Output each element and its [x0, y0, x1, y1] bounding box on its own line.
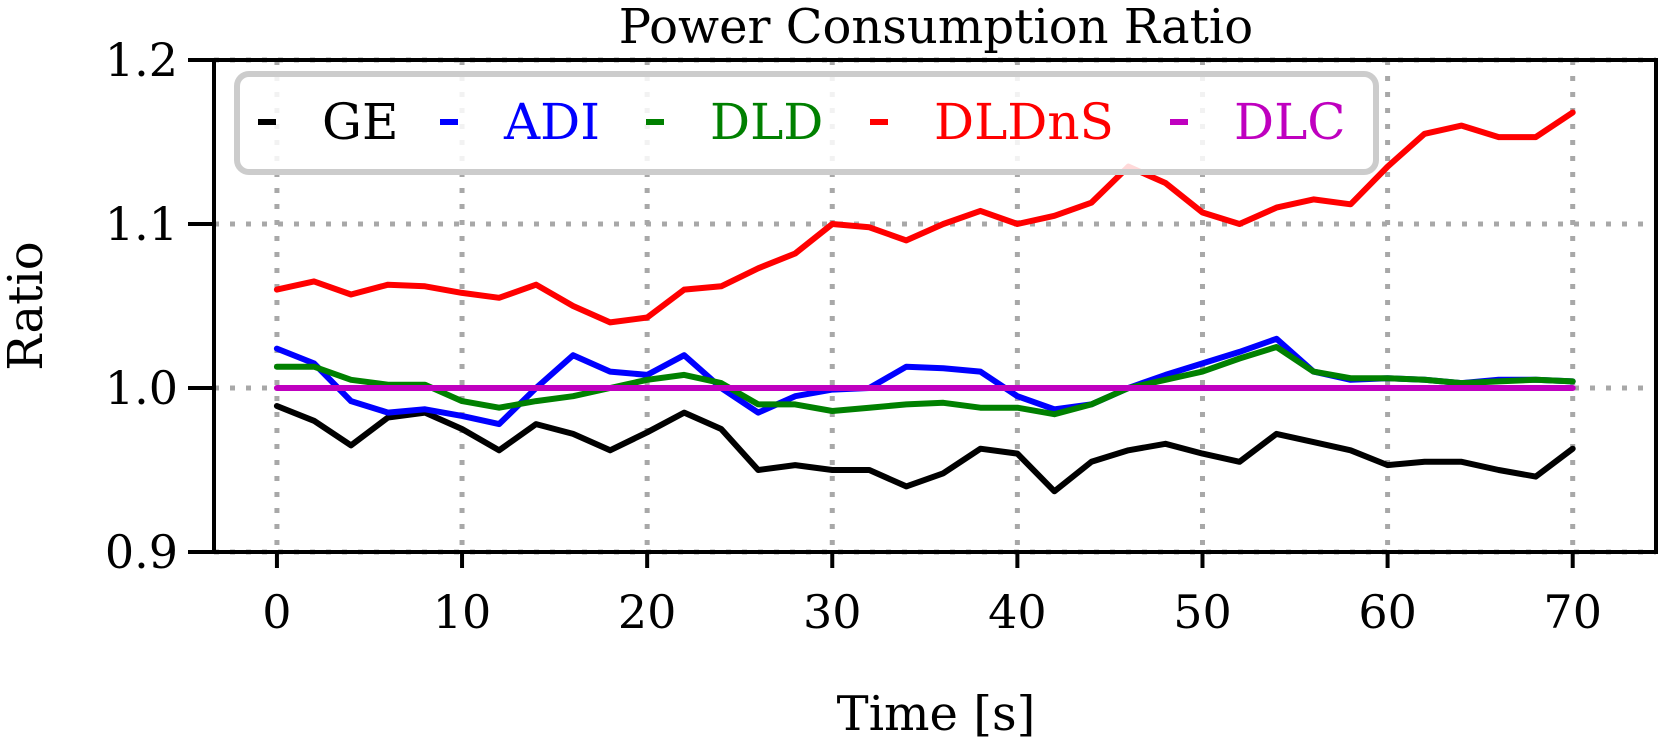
x-tick-label: 0: [262, 585, 291, 639]
y-tick-label: 1.0: [105, 361, 178, 415]
x-tick-label: 60: [1358, 585, 1417, 639]
legend-label-adi: ADI: [503, 93, 600, 151]
series-line-adi: [273, 335, 1576, 428]
series-line-ge: [273, 403, 1576, 495]
series-line-dld: [273, 344, 1576, 418]
legend-box: [234, 71, 1379, 175]
y-tick-label: 0.9: [105, 525, 178, 579]
x-tick-label: 10: [433, 585, 492, 639]
plot-frame: [212, 58, 1658, 554]
chart-title: Power Consumption Ratio: [619, 0, 1253, 55]
x-tick-label: 40: [988, 585, 1047, 639]
series-lines: [273, 109, 1576, 495]
x-tick-label: 50: [1173, 585, 1232, 639]
x-tick-label: 20: [618, 585, 677, 639]
y-tick-label: 1.1: [105, 197, 178, 251]
series-line-dldns: [273, 109, 1576, 326]
legend-label-dldns: DLDnS: [934, 93, 1114, 151]
x-axis-label: Time [s]: [837, 686, 1036, 742]
legend-label-dld: DLD: [710, 93, 823, 151]
x-tick-label: 70: [1543, 585, 1602, 639]
legend-label-dlc: DLC: [1234, 93, 1346, 151]
y-tick-label: 1.2: [105, 33, 178, 87]
axis-ticks: 0 10 20 30 40 50 60 70 0.9 1.0 1.1 1.2: [105, 33, 1602, 639]
y-axis-label: Ratio: [0, 241, 54, 370]
x-tick-label: 30: [803, 585, 862, 639]
legend-label-ge: GE: [322, 93, 398, 151]
legend: GE ADI DLD DLDnS DLC: [234, 71, 1379, 175]
